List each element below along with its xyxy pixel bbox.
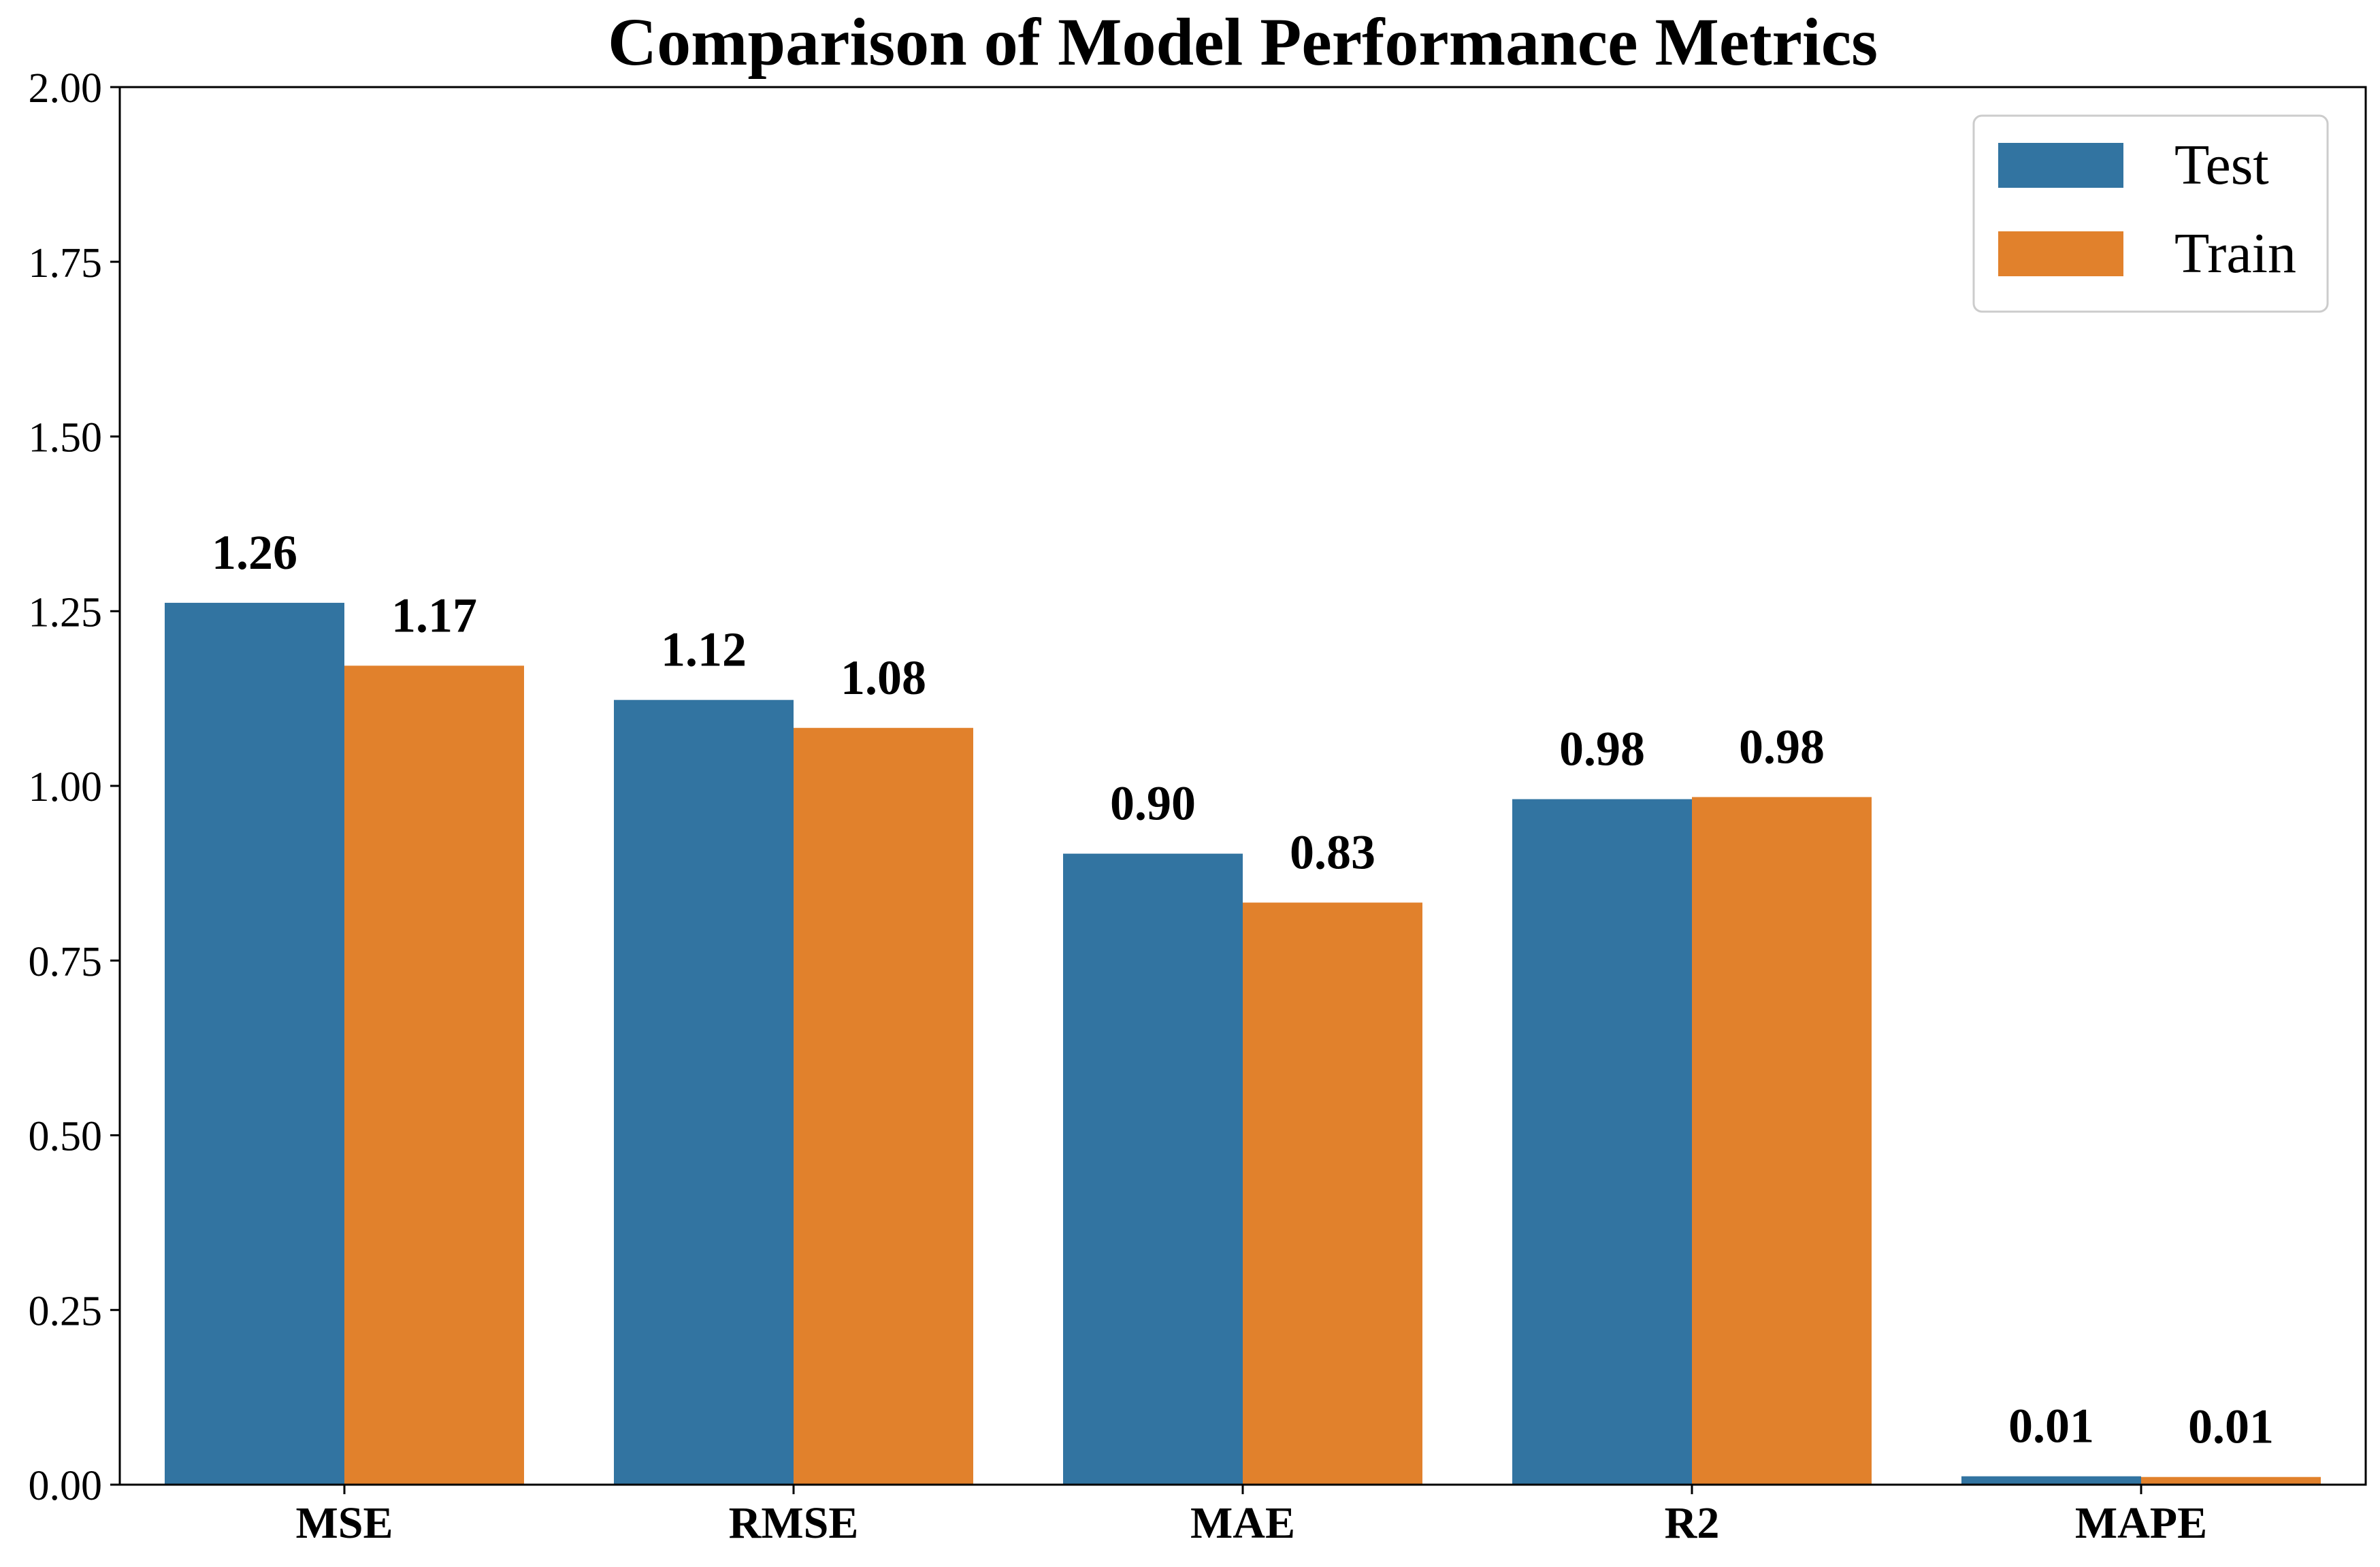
bar-test-mape (1961, 1476, 2141, 1485)
data-label-test-mse: 1.26 (212, 525, 297, 580)
bar-train-mape (2141, 1477, 2321, 1485)
y-tick-label: 2.00 (29, 65, 103, 112)
data-label-train-mape: 0.01 (2188, 1400, 2274, 1454)
x-tick-label-r2: R2 (1665, 1498, 1720, 1548)
legend-swatch-test (1998, 143, 2123, 188)
data-label-test-mae: 0.90 (1110, 776, 1196, 831)
data-label-test-rmse: 1.12 (661, 623, 747, 677)
data-label-train-mae: 0.83 (1290, 825, 1375, 880)
data-label-train-rmse: 1.08 (841, 650, 926, 705)
data-label-test-r2: 0.98 (1559, 722, 1645, 776)
bar-test-mse (165, 602, 344, 1485)
x-tick-label-mae: MAE (1190, 1498, 1295, 1548)
legend-swatch-train (1998, 231, 2123, 276)
data-labels-layer: 1.26 1.12 0.90 0.98 0.01 1.17 1.08 0.83 0.98 0.01 (212, 525, 2274, 1454)
y-tick-label: 1.25 (29, 589, 103, 636)
y-tick-label: 0.75 (29, 939, 103, 985)
bars-layer (165, 602, 2321, 1485)
legend-label-test: Test (2174, 133, 2269, 197)
x-axis: MSE RMSE MAE R2 MAPE (295, 1485, 2207, 1548)
bar-train-mae (1243, 902, 1422, 1485)
y-axis: 0.00 0.25 0.50 0.75 1.00 1.25 1.50 1.75 2.00 (29, 65, 120, 1509)
y-tick-label: 1.75 (29, 240, 103, 286)
y-tick-label: 1.50 (29, 415, 103, 461)
y-tick-label: 0.50 (29, 1114, 103, 1160)
x-tick-label-mape: MAPE (2075, 1498, 2207, 1548)
x-tick-label-rmse: RMSE (729, 1498, 859, 1548)
data-label-test-mape: 0.01 (2008, 1399, 2094, 1453)
legend-label-train: Train (2174, 222, 2296, 285)
y-tick-label: 1.00 (29, 764, 103, 810)
bar-test-mae (1063, 853, 1243, 1485)
data-label-train-mse: 1.17 (391, 588, 477, 642)
bar-test-rmse (614, 699, 794, 1485)
x-tick-label-mse: MSE (295, 1498, 393, 1548)
data-label-train-r2: 0.98 (1739, 719, 1825, 774)
y-tick-label: 0.00 (29, 1463, 103, 1509)
legend: Test Train (1972, 114, 2329, 313)
bar-test-r2 (1512, 799, 1692, 1485)
bar-train-rmse (794, 727, 973, 1485)
plot-frame (118, 86, 2367, 1486)
chart-title: Comparison of Model Performance Metrics (608, 4, 1878, 80)
bar-train-r2 (1692, 797, 1872, 1485)
bar-train-mse (344, 665, 524, 1485)
y-tick-label: 0.25 (29, 1288, 103, 1334)
